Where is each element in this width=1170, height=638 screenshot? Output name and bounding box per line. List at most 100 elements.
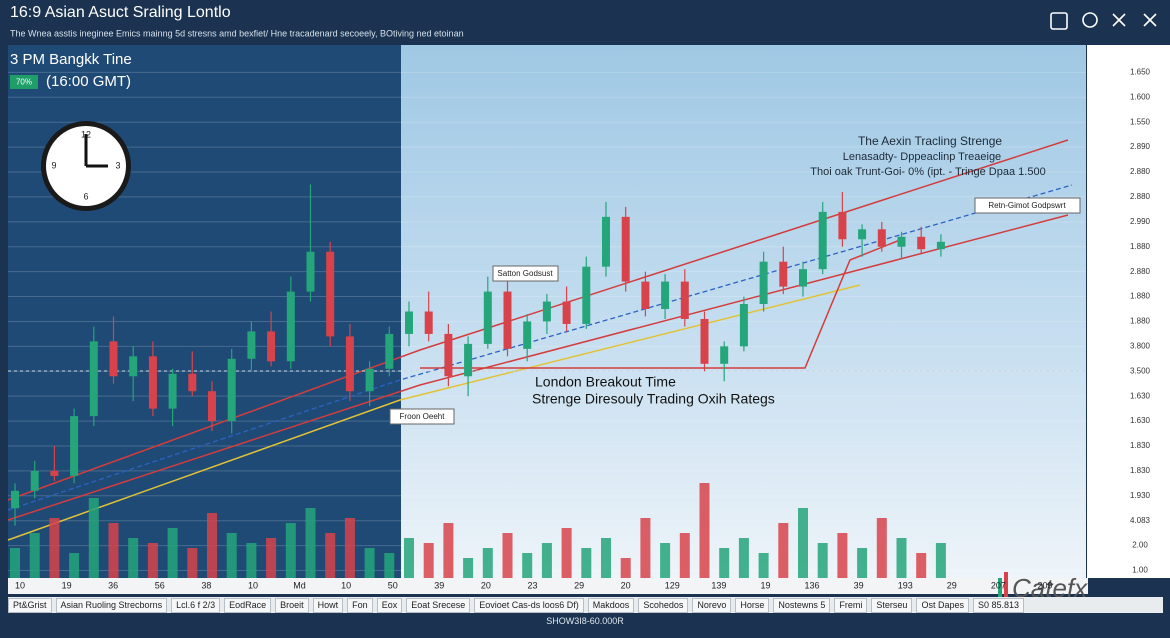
candle-body — [680, 281, 689, 319]
search-button[interactable] — [1082, 12, 1098, 28]
bottom-tab[interactable]: S0 85.813 — [972, 597, 1025, 613]
x-tick-label: 19 — [62, 580, 72, 590]
bottom-tab[interactable]: EodRace — [224, 597, 272, 613]
toolbar — [1050, 12, 1157, 30]
x-tick-label: 193 — [898, 580, 913, 590]
svg-text:9: 9 — [51, 160, 56, 170]
x-tick-label: 39 — [434, 580, 444, 590]
y-tick-label: 2.00 — [1132, 541, 1148, 550]
volume-bar — [207, 513, 217, 578]
volume-bar — [69, 553, 80, 578]
volume-bar — [266, 538, 277, 578]
bottom-tab[interactable]: Broeit — [275, 597, 309, 613]
y-tick-label: 1.650 — [1130, 68, 1151, 77]
volume-bar — [187, 548, 198, 578]
candle-body — [188, 373, 197, 392]
candle-body — [917, 236, 926, 250]
candle-body — [838, 211, 847, 240]
volume-bar — [660, 543, 671, 578]
volume-bar — [581, 548, 592, 578]
volume-bar — [305, 508, 316, 578]
volume-bar — [108, 523, 119, 578]
volume-bar — [699, 483, 710, 578]
volume-bar — [128, 538, 139, 578]
bottom-tab[interactable]: Pt&Grist — [8, 597, 52, 613]
x-tick-label: 19 — [760, 580, 770, 590]
y-tick-label: 2.880 — [1130, 192, 1151, 201]
bottom-tab[interactable]: Scohedos — [638, 597, 689, 613]
y-tick-label: 2.880 — [1130, 267, 1151, 276]
candle-body — [109, 341, 118, 377]
bottom-tab[interactable]: Eox — [376, 597, 403, 613]
bottom-tab[interactable]: Horse — [735, 597, 770, 613]
candle-body — [641, 281, 650, 310]
candle-body — [503, 291, 512, 349]
volume-bar — [29, 533, 40, 578]
bottom-tab[interactable]: Fremi — [834, 597, 868, 613]
close-button[interactable] — [1143, 13, 1157, 27]
volume-bar — [167, 528, 178, 578]
candle-body — [799, 269, 807, 287]
bottom-tab[interactable]: Howt — [312, 597, 344, 613]
y-tick-label: 1.550 — [1130, 117, 1151, 126]
x-tick-label: 20 — [621, 580, 631, 590]
x-tick-label: Md — [293, 580, 306, 590]
candle-body — [818, 211, 827, 270]
bottom-tab[interactable]: Nostewns 5 — [773, 597, 831, 613]
candle-body — [50, 470, 59, 476]
volume-bar — [522, 553, 533, 578]
y-tick-label: 1.880 — [1130, 317, 1151, 326]
volume-bar — [640, 518, 651, 578]
bottom-tab[interactable]: Ost Dapes — [916, 597, 969, 613]
candle-body — [483, 291, 492, 344]
candle-body — [30, 470, 39, 491]
price-axis — [1087, 45, 1170, 578]
gmt-label: (16:00 GMT) — [46, 73, 131, 90]
breakout-subtitle: Strenge Diresouly Trading Oxih Rategs — [532, 391, 775, 407]
x-tick-label: 38 — [201, 580, 211, 590]
y-tick-label: 2.880 — [1130, 167, 1151, 176]
y-tick-label: 1.880 — [1130, 292, 1151, 301]
volume-bar — [502, 533, 513, 578]
breakout-title: London Breakout Time — [535, 374, 676, 390]
callout-box — [492, 265, 559, 282]
callout: Froon Oeeht — [400, 412, 446, 421]
candle-body — [877, 229, 886, 247]
pin-button[interactable] — [1112, 13, 1126, 27]
bottom-tab[interactable]: Sterseu — [871, 597, 913, 613]
candle-body — [739, 304, 748, 347]
volume-bar — [541, 543, 552, 578]
candle-body — [365, 368, 374, 392]
logo-mark — [998, 572, 1008, 598]
volume-bar — [226, 533, 237, 578]
volume-bar — [10, 548, 20, 578]
x-tick-label: 50 — [388, 580, 398, 590]
x-tick-label: 20 — [481, 580, 491, 590]
bottom-tab[interactable]: Eoat Srecese — [406, 597, 471, 613]
volume-bar — [935, 543, 946, 578]
callout: Satton Godsust — [497, 269, 553, 278]
y-tick-label: 1.830 — [1130, 466, 1151, 475]
bottom-tab[interactable]: Lcl.6 f 2/3 — [171, 597, 221, 613]
y-tick-label: 1.830 — [1130, 441, 1151, 450]
add-button[interactable] — [1050, 12, 1068, 30]
volume-bar — [601, 538, 611, 578]
asian-session-panel — [8, 45, 401, 578]
x-tick-label: 36 — [108, 580, 118, 590]
candle-body — [602, 216, 610, 267]
bottom-tab[interactable]: Norevo — [692, 597, 732, 613]
candle-body — [424, 311, 433, 334]
bottom-tab[interactable]: Fon — [347, 597, 373, 613]
y-tick-label: 1.00 — [1132, 566, 1148, 575]
bottom-tab[interactable]: Asian Ruoling Strecborns — [55, 597, 168, 613]
candle-body — [779, 261, 788, 287]
callout-box — [974, 197, 1081, 214]
bottom-tab[interactable]: Makdoos — [587, 597, 635, 613]
volume-bar — [817, 543, 828, 578]
volume-bar — [896, 538, 907, 578]
volume-bar — [561, 528, 572, 578]
bottom-tab[interactable]: Eovioet Cas-ds loos6 Df) — [474, 597, 584, 613]
candle-body — [759, 261, 768, 305]
candle-body — [720, 346, 729, 364]
